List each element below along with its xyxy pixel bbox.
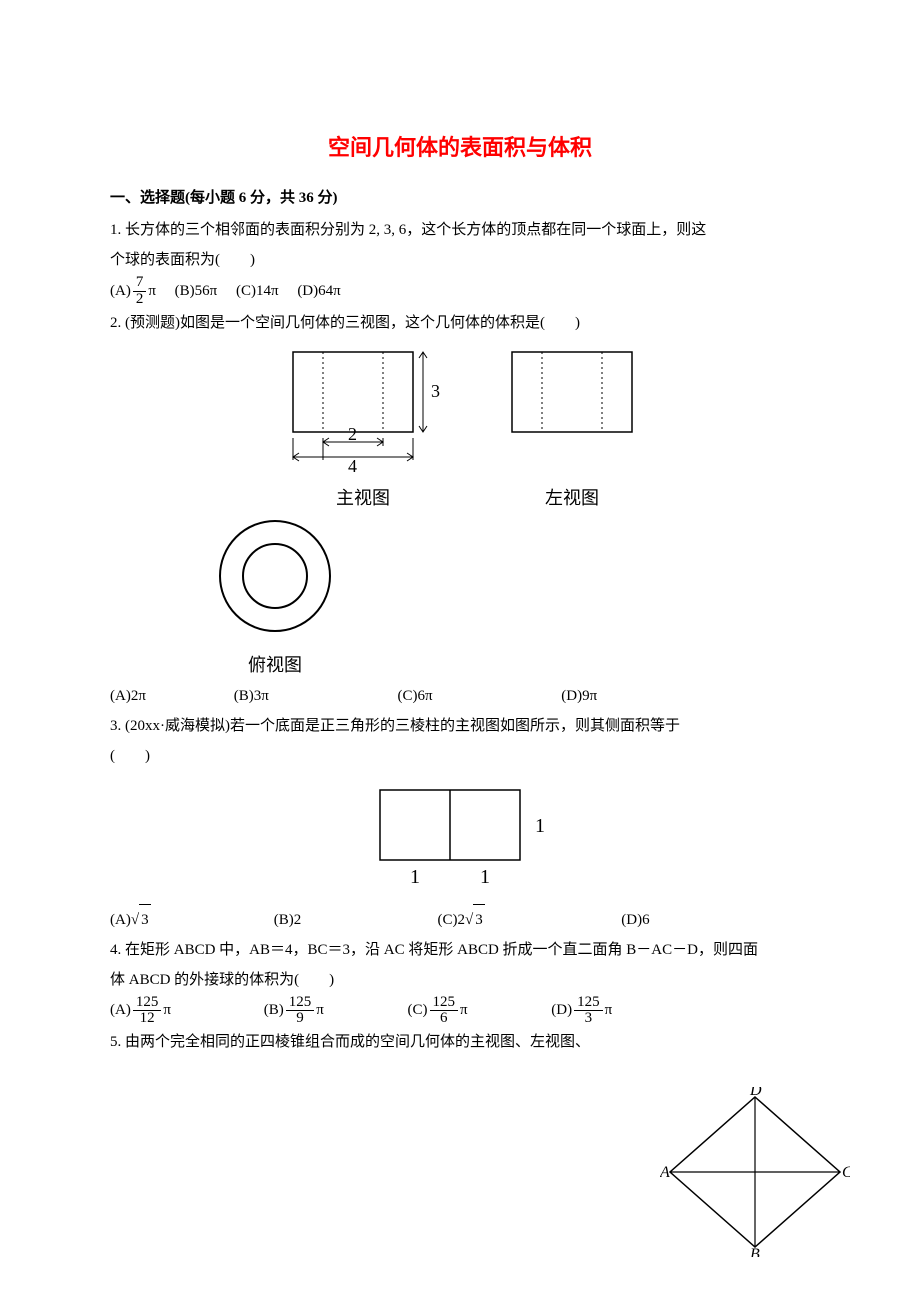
q2-left-view-svg: [497, 342, 647, 477]
q3-dim-right: 1: [535, 815, 545, 837]
q2-optB: (B)3π: [234, 681, 394, 711]
section-heading: 一、选择题(每小题 6 分，共 36 分): [110, 186, 810, 207]
question-4-line1: 4. 在矩形 ABCD 中，AB＝4，BC＝3，沿 AC 将矩形 ABCD 折成…: [110, 935, 810, 965]
q4-optD-pi: π: [605, 995, 613, 1025]
question-1-options: (A)72π (B)56π (C)14π (D)64π: [110, 275, 810, 308]
q2-optD: (D)9π: [561, 681, 597, 711]
q3-dim-br: 1: [480, 866, 490, 888]
q4-optA-frac: 12512: [133, 995, 162, 1028]
q3-main-view-svg: 1 1 1: [340, 775, 580, 895]
q1-optA-label: (A): [110, 276, 131, 306]
q2-optC: (C)6π: [398, 681, 558, 711]
q2-left-caption: 左视图: [497, 484, 647, 510]
q5-label-D: D: [749, 1087, 762, 1099]
q3-dim-bl: 1: [410, 866, 420, 888]
page-title: 空间几何体的表面积与体积: [110, 130, 810, 162]
question-5-text: 5. 由两个完全相同的正四棱锥组合而成的空间几何体的主视图、左视图、: [110, 1027, 610, 1057]
question-4-line2: 体 ABCD 的外接球的体积为( ): [110, 965, 810, 995]
question-2-options: (A)2π (B)3π (C)6π (D)9π: [110, 681, 810, 711]
q5-label-B: B: [750, 1246, 760, 1257]
question-3-line1: 3. (20xx·威海模拟)若一个底面是正三角形的三棱柱的主视图如图所示，则其侧…: [110, 711, 810, 741]
question-3-line2: ( ): [110, 741, 810, 771]
q3-optB: (B)2: [274, 905, 434, 935]
q5-label-A: A: [660, 1164, 670, 1181]
q2-main-caption: 主视图: [273, 484, 453, 510]
q3-figure: 1 1 1: [110, 775, 810, 900]
q2-figure-row2: 俯视图: [110, 514, 810, 677]
q2-main-view-svg: 3 2 4: [273, 342, 453, 477]
q5-diamond-svg: D A C B: [660, 1087, 850, 1257]
q2-top-caption: 俯视图: [200, 651, 350, 677]
q4-optB-frac: 1259: [286, 995, 315, 1028]
q1-optB: (B)56π: [175, 276, 218, 306]
question-1-line1: 1. 长方体的三个相邻面的表面积分别为 2, 3, 6，这个长方体的顶点都在同一…: [110, 215, 810, 245]
page: 空间几何体的表面积与体积 一、选择题(每小题 6 分，共 36 分) 1. 长方…: [0, 0, 920, 1302]
q5-figure: D A C B: [660, 1087, 850, 1262]
q3-optA-sqrt: 3: [131, 904, 151, 935]
q3-optC-sqrt: 3: [465, 904, 485, 935]
q1-optC: (C)14π: [236, 276, 279, 306]
q3-optC-pre: (C)2: [438, 905, 466, 935]
question-4-options: (A)12512π (B)1259π (C)1256π (D)1253π: [110, 995, 810, 1028]
q1-optA-pi: π: [148, 276, 156, 306]
q2-figure-row1: 3 2 4 主视图: [110, 342, 810, 510]
q2-dim-3: 3: [431, 381, 440, 401]
q4-optA-label: (A): [110, 995, 131, 1025]
q2-dim-2: 2: [348, 424, 357, 444]
q3-optD: (D)6: [621, 905, 649, 935]
question-2-text: 2. (预测题)如图是一个空间几何体的三视图，这个几何体的体积是( ): [110, 308, 810, 338]
q4-optD-label: (D): [551, 995, 572, 1025]
q4-optC-label: (C): [408, 995, 428, 1025]
q3-optA-pre: (A): [110, 905, 131, 935]
question-3-options: (A)3 (B)2 (C)23 (D)6: [110, 904, 810, 935]
q1-optD: (D)64π: [297, 276, 340, 306]
q2-top-view-svg: [200, 514, 350, 644]
q2-dim-4: 4: [348, 456, 357, 476]
question-1-line2: 个球的表面积为( ): [110, 245, 810, 275]
q4-optB-label: (B): [264, 995, 284, 1025]
q4-optC-frac: 1256: [430, 995, 459, 1028]
q4-optB-pi: π: [316, 995, 324, 1025]
q4-optD-frac: 1253: [574, 995, 603, 1028]
q2-optA: (A)2π: [110, 681, 230, 711]
q4-optA-pi: π: [163, 995, 171, 1025]
q5-label-C: C: [842, 1164, 850, 1181]
q4-optC-pi: π: [460, 995, 468, 1025]
q1-optA-frac: 72: [133, 275, 147, 308]
